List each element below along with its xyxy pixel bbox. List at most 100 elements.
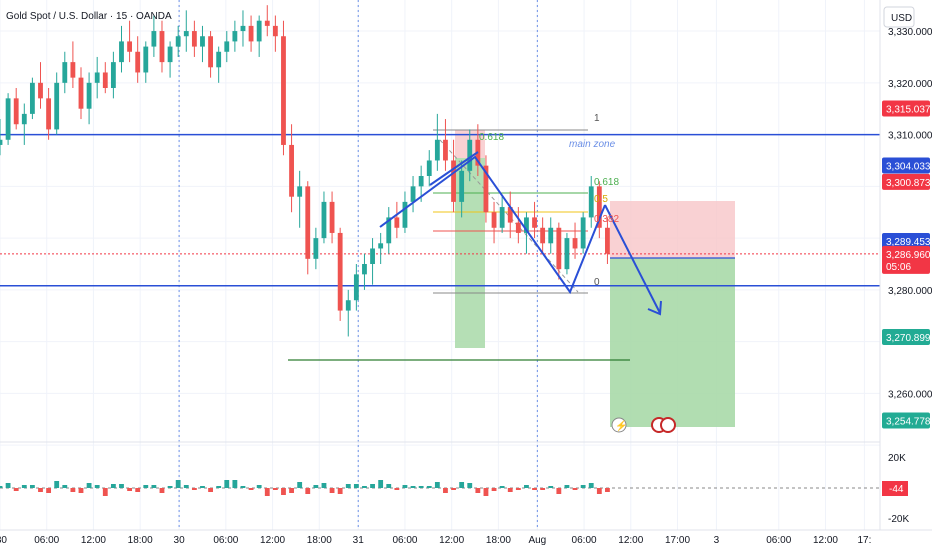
price-label-text: 3,289.453 (886, 237, 931, 248)
us-flag-icon-2[interactable] (660, 417, 676, 433)
candle-body (183, 31, 189, 37)
candle-body (426, 160, 432, 176)
volume-bar (183, 485, 189, 488)
time-tick-label: :30 (0, 535, 7, 546)
candle-body (200, 36, 205, 47)
candle-body (410, 186, 416, 202)
time-tick-label: Aug (528, 535, 546, 546)
volume-bar (572, 488, 578, 490)
candle-body (70, 62, 76, 78)
volume-bar (353, 484, 359, 488)
lightning-glyph: ⚡ (615, 419, 627, 432)
position-stop-zone[interactable] (610, 201, 735, 258)
currency-box[interactable] (883, 6, 915, 28)
candle-body (556, 227, 562, 270)
candle-body (13, 98, 19, 125)
candle-body (434, 139, 440, 161)
volume-bar (5, 483, 11, 488)
price-label-countdown: 05:06 (886, 262, 911, 273)
volume-bar (297, 482, 303, 488)
volume-bar (86, 483, 92, 488)
volume-bar (272, 488, 278, 490)
candle-body (159, 31, 165, 63)
candle-body (54, 82, 60, 130)
volume-bar (248, 488, 254, 490)
volume-bar (337, 488, 343, 494)
candle-body (78, 77, 84, 109)
volume-bar (524, 485, 529, 488)
wedge-upper-line[interactable] (379, 155, 606, 295)
candle-body (483, 165, 489, 213)
volume-bar (426, 486, 432, 488)
candle-body (580, 217, 586, 249)
candle-body (119, 41, 124, 63)
volume-bar (143, 485, 149, 488)
volume-bar (70, 488, 76, 492)
candle-body (248, 25, 254, 42)
volume-bar (596, 488, 602, 494)
candle-body (507, 207, 513, 223)
candles (0, 5, 610, 337)
time-tick-label: 06:00 (392, 535, 417, 546)
volume-bar (532, 488, 537, 490)
price-label-badge (882, 412, 930, 429)
candle-body (459, 170, 465, 202)
volume-bar (605, 488, 610, 492)
vol-axis-bottom: -20K (888, 514, 909, 525)
volume-bar (159, 488, 165, 493)
time-tick-label: 17:00 (665, 535, 690, 546)
lightning-icon[interactable] (611, 417, 627, 433)
fib-label-0382: 0.382 (594, 214, 619, 225)
candle-body (151, 31, 157, 47)
volume-bar (459, 482, 465, 488)
volume-bar (21, 485, 27, 488)
time-tick-label: 3 (714, 535, 720, 546)
time-tick-label: 06:00 (213, 535, 238, 546)
candle-body (515, 222, 521, 233)
candle-body (467, 139, 473, 171)
volume-bar (0, 486, 3, 488)
fib-label-0618: 0.618 (594, 177, 619, 188)
volume-bar (329, 488, 335, 493)
price-label-badge (882, 328, 930, 345)
volume-bar (167, 486, 173, 488)
position-target-zone[interactable] (610, 258, 735, 427)
candle-body (540, 227, 546, 244)
volume-bar (418, 486, 424, 488)
volume-bar (232, 480, 238, 488)
price-label-badge (882, 245, 930, 274)
candle-body (305, 186, 311, 259)
candle-body (596, 186, 602, 228)
candle-body (491, 212, 497, 228)
candle-body (443, 139, 448, 161)
volume-bar (102, 488, 108, 496)
time-axis[interactable] (0, 530, 932, 550)
candle-body (272, 25, 278, 37)
candle-body (102, 72, 108, 88)
candle-body (86, 82, 92, 109)
candle-body (394, 217, 400, 228)
time-tick-label: 17: (857, 535, 871, 546)
candle-body (21, 113, 27, 125)
candle-body (0, 139, 3, 145)
time-tick-label: 12:00 (81, 535, 106, 546)
volume-bar (402, 485, 408, 488)
candle-body (5, 98, 11, 140)
volume-bar (483, 488, 489, 496)
candle-body (110, 62, 116, 88)
volume-bar (54, 481, 60, 488)
zone-label: main zone (569, 139, 616, 150)
volume-bar (499, 486, 505, 488)
volume-bar (224, 480, 230, 488)
candle-body (94, 72, 100, 83)
candle-body (370, 248, 375, 264)
volume-bar (240, 486, 246, 488)
wedge-lower-line[interactable] (429, 151, 479, 186)
forecast-arrow[interactable] (604, 204, 661, 314)
vol-current-badge (882, 481, 908, 496)
volume-bar (200, 486, 205, 488)
fib-label-0: 0 (594, 277, 600, 288)
candle-body (499, 207, 505, 228)
volume-bar (127, 488, 132, 491)
